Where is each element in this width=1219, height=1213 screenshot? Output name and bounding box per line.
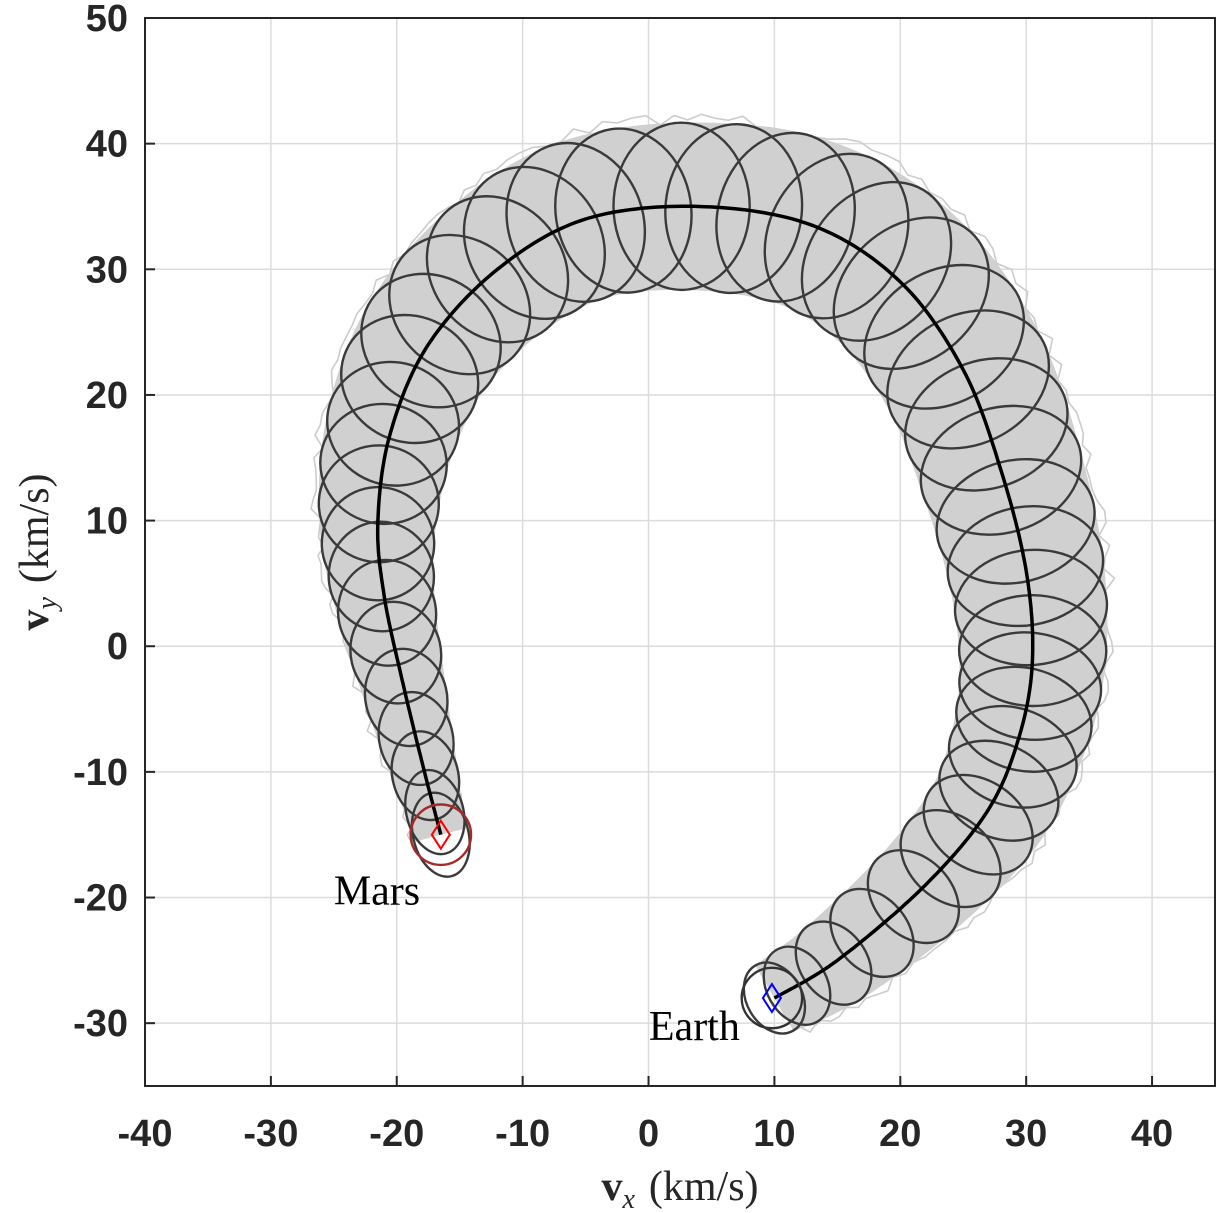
x-tick-label: -10 — [495, 1113, 550, 1155]
covariance-ellipse — [317, 444, 440, 564]
covariance-ellipse — [425, 195, 570, 344]
covariance-ellipse — [664, 123, 804, 295]
covariance-ellipse — [320, 485, 436, 602]
nominal-trajectory — [375, 204, 1035, 1000]
x-tick-label: -20 — [369, 1113, 424, 1155]
covariance-ellipse — [612, 121, 751, 292]
y-tick-label: 10 — [86, 501, 128, 543]
x-tick-label: -30 — [243, 1113, 298, 1155]
covariance-ellipse — [935, 457, 1096, 585]
y-tick-label: 40 — [86, 124, 128, 166]
y-tick-label: 0 — [107, 626, 128, 668]
x-tick-label: 10 — [753, 1113, 795, 1155]
y-axis-var: v — [12, 610, 58, 631]
covariance-ellipse — [947, 704, 1078, 809]
y-tick-label: 30 — [86, 249, 128, 291]
y-axis-sub: y — [32, 597, 63, 613]
mars-circle — [409, 803, 473, 867]
covariance-ellipse — [505, 141, 647, 303]
y-tick-label: -30 — [73, 1003, 128, 1045]
covariance-ellipse — [958, 631, 1103, 742]
covariance-ellipse — [953, 548, 1109, 667]
earth-label: Earth — [649, 1004, 740, 1050]
x-tick-label: 20 — [879, 1113, 921, 1155]
x-axis-sub: x — [621, 1184, 635, 1213]
x-axis-unit: (km/s) — [649, 1164, 759, 1210]
x-axis-var: v — [601, 1164, 622, 1210]
covariance-ellipse — [955, 665, 1093, 773]
y-tick-label: -20 — [73, 878, 128, 920]
annotations: Mars Earth — [334, 869, 740, 1050]
y-tick-label: 50 — [86, 0, 128, 40]
y-axis-label: vy (km/s) — [12, 473, 63, 630]
covariance-ellipse — [800, 180, 953, 342]
x-tick-label: 40 — [1131, 1113, 1173, 1155]
plot-frame — [144, 17, 1216, 1087]
covariance-ellipse — [319, 402, 448, 526]
y-tick-label: 20 — [86, 375, 128, 417]
y-tick-label: -10 — [73, 752, 128, 794]
covariance-ellipse — [326, 360, 461, 487]
covariance-ellipse — [360, 272, 502, 409]
covariance-ellipse — [462, 165, 607, 321]
mars-marker — [430, 818, 452, 851]
covariance-ellipse — [922, 773, 1034, 876]
mars-label: Mars — [334, 869, 420, 915]
x-tick-label: 0 — [638, 1113, 659, 1155]
x-tick-label: 30 — [1005, 1113, 1047, 1155]
y-axis-unit: (km/s) — [12, 473, 58, 583]
covariance-ellipse — [938, 739, 1060, 842]
earth-circle — [740, 966, 804, 1030]
covariance-ellipse — [554, 127, 693, 294]
earth-marker — [761, 982, 783, 1014]
plot-content — [310, 113, 1116, 1035]
covariance-ellipse — [957, 593, 1108, 708]
covariance-ellipse — [715, 131, 856, 303]
x-tick-label: -40 — [118, 1113, 173, 1155]
covariance-ellipse — [886, 309, 1051, 450]
covariance-ellipse — [339, 313, 480, 445]
covariance-ellipse — [388, 233, 532, 376]
sample-trajectory — [310, 113, 1116, 1034]
x-axis-label: vx (km/s) — [601, 1164, 758, 1213]
axis-ticks: -40 -30 -20 -10 0 10 20 30 40 50 40 30 20 10 0 -10 -20 -3… — [73, 0, 1173, 1155]
planet-markers — [409, 803, 804, 1030]
covariance-ellipse — [832, 216, 991, 371]
band-fill — [318, 122, 1108, 1031]
covariance-ellipse — [946, 505, 1105, 628]
uncertainty-band — [318, 122, 1108, 1031]
covariance-ellipse — [763, 152, 910, 320]
covariance-ellipse — [863, 263, 1026, 410]
